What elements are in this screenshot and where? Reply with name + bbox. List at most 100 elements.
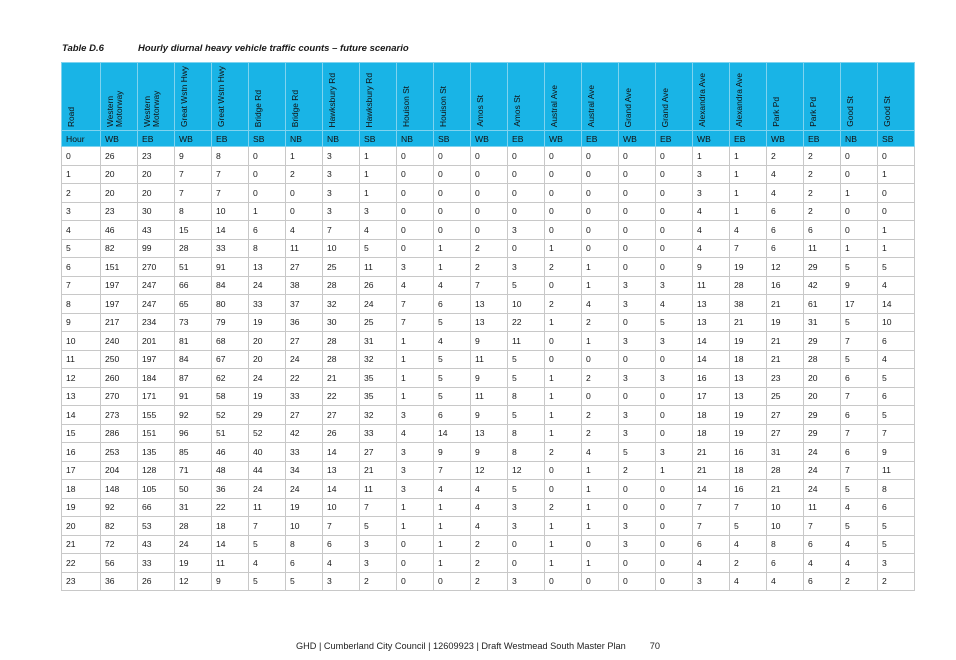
count-cell: 23 <box>100 201 138 221</box>
count-cell: 43 <box>137 220 175 240</box>
count-cell: 1 <box>544 312 582 332</box>
count-cell: 67 <box>211 349 249 369</box>
count-cell: 4 <box>396 275 434 295</box>
count-cell: 0 <box>877 201 915 221</box>
count-cell: 0 <box>581 386 619 406</box>
column-header: Austral Ave <box>581 62 619 131</box>
count-cell: 3 <box>618 331 656 351</box>
count-cell: 50 <box>174 479 212 499</box>
count-cell: 27 <box>766 423 804 443</box>
direction-header: Hour <box>61 130 101 147</box>
column-header-label: Austral Ave <box>586 84 596 127</box>
table-title: Hourly diurnal heavy vehicle traffic cou… <box>138 43 409 54</box>
count-cell: 12 <box>507 460 545 480</box>
hour-cell: 19 <box>61 497 101 517</box>
count-cell: 3 <box>655 275 693 295</box>
count-cell: 13 <box>322 460 360 480</box>
count-cell: 6 <box>877 497 915 517</box>
count-cell: 28 <box>766 460 804 480</box>
count-cell: 3 <box>507 516 545 536</box>
count-cell: 3 <box>692 183 730 203</box>
count-cell: 13 <box>470 294 508 314</box>
count-cell: 6 <box>877 386 915 406</box>
count-cell: 1 <box>581 516 619 536</box>
hour-cell: 5 <box>61 238 101 258</box>
count-cell: 19 <box>729 331 767 351</box>
count-cell: 2 <box>618 460 656 480</box>
count-cell: 10 <box>211 201 249 221</box>
count-cell: 43 <box>137 534 175 554</box>
count-cell: 7 <box>211 183 249 203</box>
count-cell: 0 <box>840 220 878 240</box>
count-cell: 21 <box>729 312 767 332</box>
count-cell: 8 <box>877 479 915 499</box>
count-cell: 6 <box>803 571 841 591</box>
count-cell: 1 <box>396 386 434 406</box>
count-cell: 5 <box>433 312 471 332</box>
count-cell: 4 <box>692 553 730 573</box>
count-cell: 2 <box>803 201 841 221</box>
hour-cell: 7 <box>61 275 101 295</box>
count-cell: 7 <box>803 516 841 536</box>
count-cell: 0 <box>544 201 582 221</box>
count-cell: 155 <box>137 405 175 425</box>
column-header-label: Alexandra Ave <box>697 73 707 127</box>
count-cell: 84 <box>211 275 249 295</box>
count-cell: 5 <box>840 257 878 277</box>
column-header-label: Bridge Rd <box>253 89 263 127</box>
count-cell: 17 <box>840 294 878 314</box>
count-cell: 31 <box>359 331 397 351</box>
count-cell: 1 <box>433 257 471 277</box>
count-cell: 13 <box>248 257 286 277</box>
count-cell: 24 <box>285 479 323 499</box>
count-cell: 0 <box>618 183 656 203</box>
count-cell: 3 <box>655 442 693 462</box>
count-cell: 13 <box>470 312 508 332</box>
count-cell: 0 <box>544 331 582 351</box>
count-cell: 51 <box>174 257 212 277</box>
count-cell: 24 <box>285 349 323 369</box>
direction-header: SB <box>433 130 471 147</box>
column-header-label: Austral Ave <box>549 84 559 127</box>
count-cell: 1 <box>581 275 619 295</box>
count-cell: 105 <box>137 479 175 499</box>
count-cell: 27 <box>359 442 397 462</box>
count-cell: 18 <box>692 405 730 425</box>
count-cell: 38 <box>729 294 767 314</box>
count-cell: 92 <box>174 405 212 425</box>
count-cell: 13 <box>470 423 508 443</box>
count-cell: 3 <box>618 294 656 314</box>
count-cell: 171 <box>137 386 175 406</box>
table-row: 17 204 128 71 48 44 34 13 21 3 7 12 12 0 1 2 1 21 18 28 24 7 1… <box>61 460 915 480</box>
count-cell: 19 <box>174 553 212 573</box>
count-cell: 4 <box>581 294 619 314</box>
count-cell: 5 <box>840 516 878 536</box>
count-cell: 7 <box>433 460 471 480</box>
table-caption: Table D.6 Hourly diurnal heavy vehicle tr… <box>62 43 409 54</box>
count-cell: 7 <box>248 516 286 536</box>
count-cell: 46 <box>100 220 138 240</box>
count-cell: 0 <box>655 386 693 406</box>
count-cell: 23 <box>137 146 175 166</box>
count-cell: 273 <box>100 405 138 425</box>
count-cell: 3 <box>618 534 656 554</box>
count-cell: 20 <box>137 183 175 203</box>
count-cell: 7 <box>840 386 878 406</box>
count-cell: 33 <box>137 553 175 573</box>
count-cell: 6 <box>322 534 360 554</box>
count-cell: 22 <box>322 386 360 406</box>
column-header: Western Motorway <box>137 62 175 131</box>
count-cell: 5 <box>507 405 545 425</box>
count-cell: 0 <box>655 146 693 166</box>
count-cell: 92 <box>100 497 138 517</box>
count-cell: 204 <box>100 460 138 480</box>
count-cell: 0 <box>655 349 693 369</box>
count-cell: 14 <box>322 479 360 499</box>
hour-cell: 17 <box>61 460 101 480</box>
column-header: Bridge Rd <box>285 62 323 131</box>
count-cell: 4 <box>396 423 434 443</box>
count-cell: 0 <box>618 201 656 221</box>
count-cell: 3 <box>507 257 545 277</box>
count-cell: 20 <box>137 164 175 184</box>
count-cell: 19 <box>285 497 323 517</box>
